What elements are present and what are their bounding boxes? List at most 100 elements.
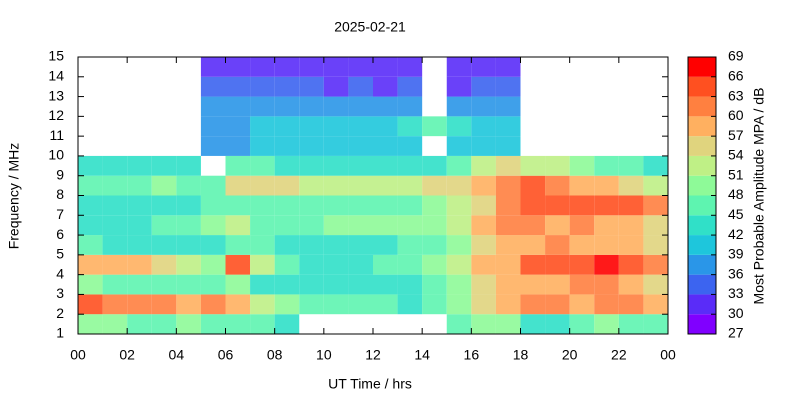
cell [446, 215, 472, 236]
cell [495, 155, 521, 176]
cell [520, 314, 546, 334]
cell [176, 235, 201, 255]
colorbar-segment [688, 235, 716, 255]
colorbar-segment [688, 175, 716, 196]
cell [397, 274, 423, 295]
colorbar-tick-label: 54 [728, 147, 744, 163]
cell [274, 116, 300, 137]
colorbar-segment [688, 254, 716, 275]
cell [495, 274, 521, 295]
cell [225, 195, 251, 216]
cell [569, 314, 595, 334]
cell [643, 195, 668, 216]
cell [299, 116, 324, 137]
cell [446, 57, 472, 77]
cell [520, 294, 546, 315]
cell [471, 76, 496, 97]
cell [299, 294, 324, 315]
cell [594, 155, 619, 176]
cell [348, 175, 373, 196]
cell [102, 314, 128, 334]
cell [471, 254, 496, 275]
cell [200, 175, 226, 196]
cell [323, 57, 349, 77]
cell [618, 235, 644, 255]
cell [127, 235, 152, 255]
cell [373, 76, 398, 97]
cell [545, 314, 570, 334]
cell [373, 175, 398, 196]
cell [151, 175, 177, 196]
cell [495, 294, 521, 315]
cell [471, 96, 496, 117]
cell [250, 175, 275, 196]
cell [250, 294, 275, 315]
cell [594, 195, 619, 216]
colorbar-tick-label: 27 [728, 325, 744, 341]
cell [471, 314, 496, 334]
cell [250, 116, 275, 137]
colorbar-segment [688, 274, 716, 295]
cell [446, 314, 472, 334]
cell [78, 215, 103, 236]
cell [520, 254, 546, 275]
cell [348, 116, 373, 137]
cell [495, 116, 521, 137]
cell [225, 235, 251, 255]
cell [618, 274, 644, 295]
y-tick-label: 13 [48, 87, 64, 103]
cell [299, 96, 324, 117]
cell [299, 136, 324, 156]
cell [274, 96, 300, 117]
cell [397, 96, 423, 117]
colorbar-segment [688, 76, 716, 97]
colorbar-tick-label: 57 [728, 127, 744, 143]
colorbar-segment [688, 294, 716, 315]
cell [299, 175, 324, 196]
cell [323, 294, 349, 315]
cell [397, 175, 423, 196]
cell [102, 274, 128, 295]
cell [151, 254, 177, 275]
cell [495, 96, 521, 117]
cell [373, 274, 398, 295]
cell [397, 215, 423, 236]
cell [373, 294, 398, 315]
cell [151, 314, 177, 334]
cell [495, 235, 521, 255]
cell [373, 116, 398, 137]
colorbar-tick-label: 66 [728, 67, 744, 83]
cell [225, 76, 251, 97]
colorbar-tick-label: 36 [728, 265, 744, 281]
cell [594, 274, 619, 295]
cell [78, 314, 103, 334]
cell [569, 235, 595, 255]
cell [397, 254, 423, 275]
cell [422, 254, 447, 275]
colorbar-segment [688, 195, 716, 216]
cell [373, 254, 398, 275]
cell [569, 175, 595, 196]
cell [397, 235, 423, 255]
y-tick-label: 1 [56, 325, 64, 341]
y-tick-label: 3 [56, 285, 64, 301]
cell [323, 195, 349, 216]
cell [323, 96, 349, 117]
cell [299, 76, 324, 97]
cell [471, 215, 496, 236]
cell [127, 294, 152, 315]
cell [151, 195, 177, 216]
cell [373, 136, 398, 156]
cell [569, 254, 595, 275]
cell [594, 235, 619, 255]
cell [299, 235, 324, 255]
cell [200, 136, 226, 156]
cell [78, 294, 103, 315]
cell [495, 195, 521, 216]
cell [545, 254, 570, 275]
cell [127, 215, 152, 236]
cell [643, 235, 668, 255]
cell [274, 76, 300, 97]
cell [250, 274, 275, 295]
